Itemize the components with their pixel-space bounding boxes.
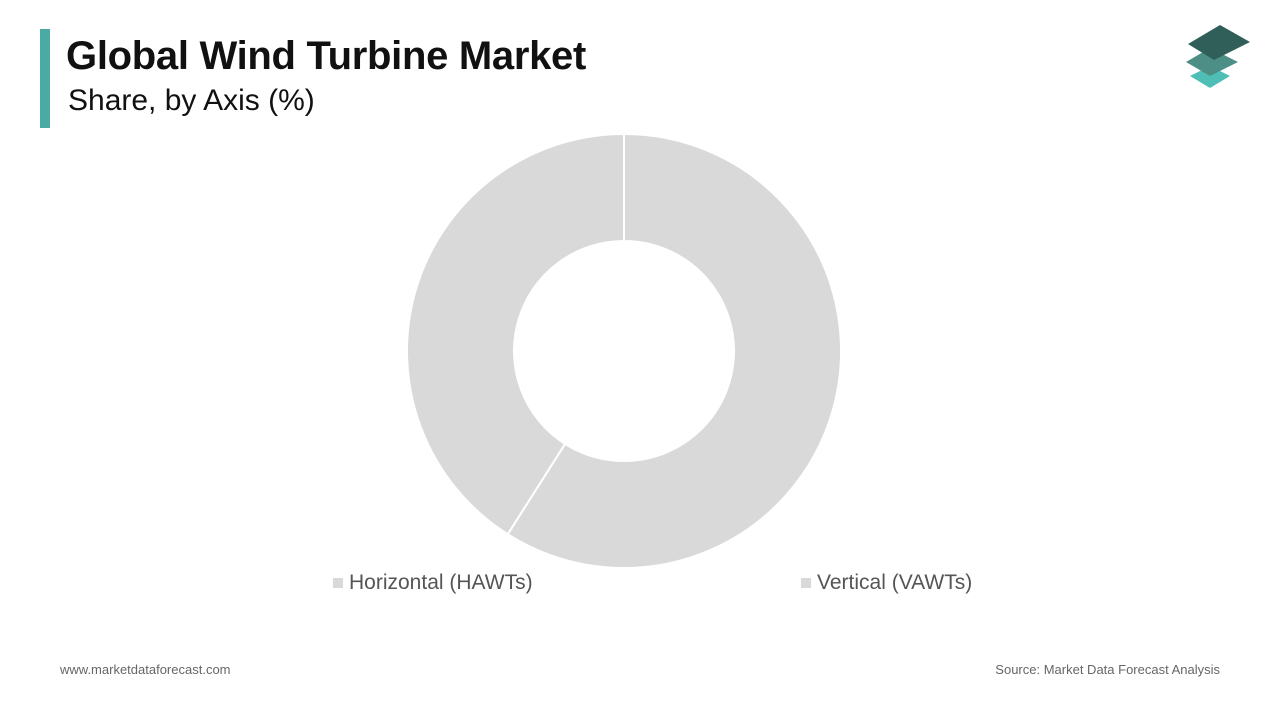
logo-layer-top	[1188, 25, 1250, 60]
legend-label-vertical: Vertical (VAWTs)	[817, 571, 973, 594]
title-accent-bar	[40, 29, 50, 128]
footer-website[interactable]: www.marketdataforecast.com	[60, 662, 231, 677]
donut-slice-vertical	[406, 132, 625, 536]
legend-label-horizontal: Horizontal (HAWTs)	[349, 571, 533, 594]
legend-swatch-horizontal	[333, 578, 343, 588]
legend-swatch-vertical	[801, 578, 811, 588]
page-title: Global Wind Turbine Market	[66, 34, 587, 78]
footer-source: Source: Market Data Forecast Analysis	[995, 662, 1220, 677]
logo-layer-bottom	[1190, 66, 1230, 88]
legend-item-vertical: Vertical (VAWTs)	[801, 569, 972, 597]
page-subtitle: Share, by Axis (%)	[68, 84, 315, 117]
stacked-layers-icon	[1186, 25, 1250, 88]
legend-item-horizontal: Horizontal (HAWTs)	[333, 569, 533, 597]
logo-layer-middle	[1186, 48, 1238, 76]
donut-slice-horizontal	[506, 132, 842, 569]
